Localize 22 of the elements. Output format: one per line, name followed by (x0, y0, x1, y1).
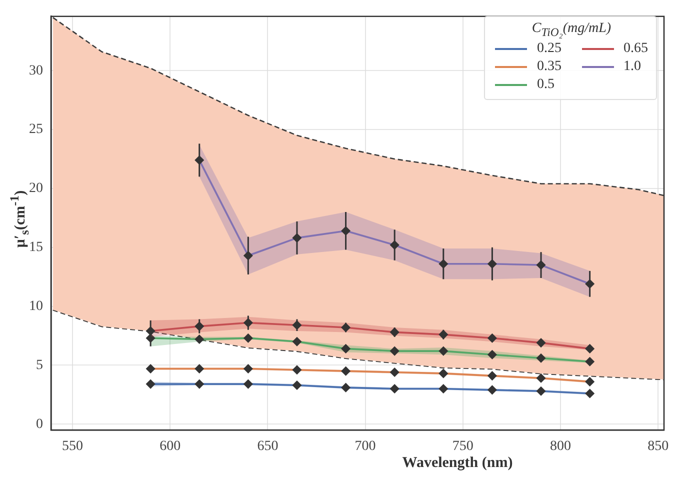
y-tick-label: 10 (29, 298, 43, 314)
x-tick-label: 550 (62, 439, 83, 454)
x-tick-label: 850 (648, 439, 669, 454)
legend-label: 1.0 (624, 58, 641, 75)
x-tick-label: 700 (354, 439, 376, 454)
y-tick-label: 5 (36, 358, 43, 373)
y-tick-label: 25 (29, 122, 43, 138)
legend-label: 0.5 (537, 76, 554, 93)
legend-title: C$_{TiO₂}$(mg/mL) (530, 21, 612, 39)
x-tick-label: 800 (550, 439, 572, 454)
y-tick-label: 15 (29, 240, 43, 256)
point (194, 334, 204, 344)
x-axis-title: Wavelength (nm) (401, 455, 514, 472)
legend-label: 0.65 (624, 40, 648, 57)
x-tick-label: 650 (257, 439, 278, 454)
legend-label: 0.35 (537, 58, 562, 75)
legend-label: 0.25 (537, 40, 562, 57)
y-tick-label: 30 (29, 63, 43, 78)
x-tick-label: 750 (452, 439, 474, 454)
y-tick-label: 20 (29, 181, 43, 196)
x-tick-label: 600 (160, 439, 181, 454)
y-tick-label: 0 (36, 416, 43, 432)
